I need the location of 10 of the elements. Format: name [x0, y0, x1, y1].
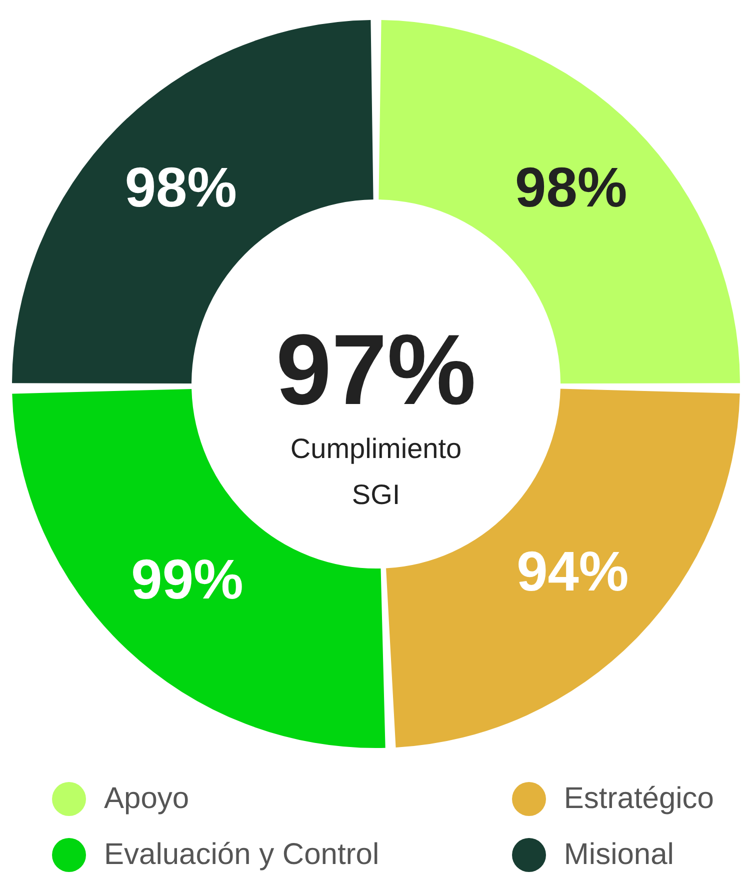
text: 97% [276, 314, 476, 426]
legend-label: Apoyo [104, 782, 190, 816]
legend-label: Evaluación y Control [104, 838, 380, 872]
legend-label: Misional [564, 838, 674, 872]
text: Cumplimiento SGI [290, 433, 462, 510]
data-label: 98% [515, 156, 628, 219]
legend-label: Estratégico [564, 782, 714, 816]
data-label: 98% [124, 156, 237, 219]
data-label: 99% [131, 547, 244, 610]
data-label: 94% [516, 540, 629, 603]
